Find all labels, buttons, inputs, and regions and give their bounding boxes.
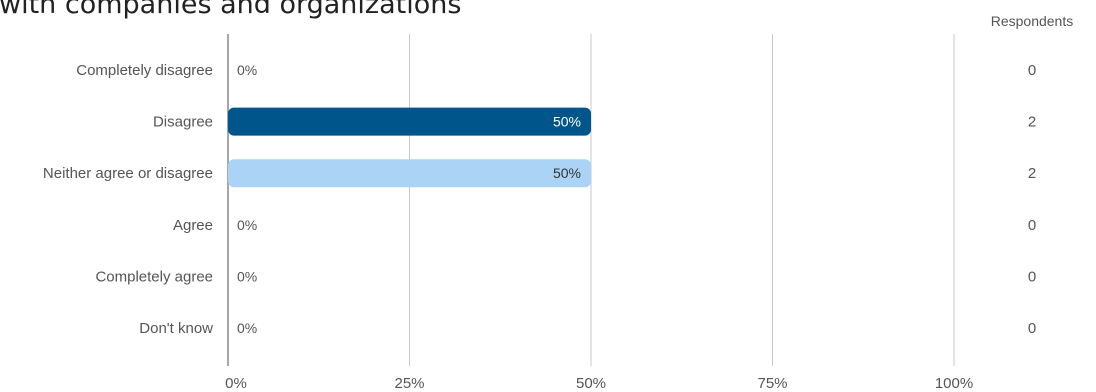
bar-value-label: 50% [553, 165, 581, 181]
respondents-value: 2 [1028, 114, 1036, 131]
bar-value-label: 50% [553, 114, 581, 130]
respondents-value: 0 [1028, 62, 1036, 79]
bar [228, 159, 591, 188]
bar-value-label: 0% [237, 268, 257, 284]
category-labels: Completely disagree Disagree Neither agree… [43, 62, 213, 337]
x-tick-label: 0% [225, 375, 247, 392]
x-tick-label: 75% [757, 375, 787, 392]
respondents-value: 0 [1028, 217, 1036, 234]
category-label: Disagree [153, 114, 213, 131]
x-tick-label: 50% [576, 375, 606, 392]
bar-value-label: 0% [237, 217, 257, 233]
gridlines [227, 34, 955, 366]
respondents-column: 0 2 2 0 0 0 [1028, 62, 1036, 337]
category-label: Neither agree or disagree [43, 165, 213, 182]
x-tick-label: 25% [394, 375, 424, 392]
category-label: Agree [173, 217, 213, 234]
category-label: Don't know [139, 320, 213, 337]
respondents-value: 0 [1028, 320, 1036, 337]
bar-value-label: 0% [237, 320, 257, 336]
category-label: Completely disagree [76, 62, 213, 79]
x-tick-label: 100% [935, 375, 973, 392]
chart-title: with companies and organizations [0, 0, 461, 20]
respondents-value: 2 [1028, 165, 1036, 182]
bar [228, 107, 591, 136]
respondents-value: 0 [1028, 268, 1036, 285]
bar-value-label: 0% [237, 62, 257, 78]
bars: 0% 50% 50% 0% 0% 0% [228, 62, 591, 336]
category-label: Completely agree [95, 268, 213, 285]
x-axis-ticks: 0% 25% 50% 75% 100% [225, 375, 973, 392]
respondents-header: Respondents [991, 13, 1074, 29]
